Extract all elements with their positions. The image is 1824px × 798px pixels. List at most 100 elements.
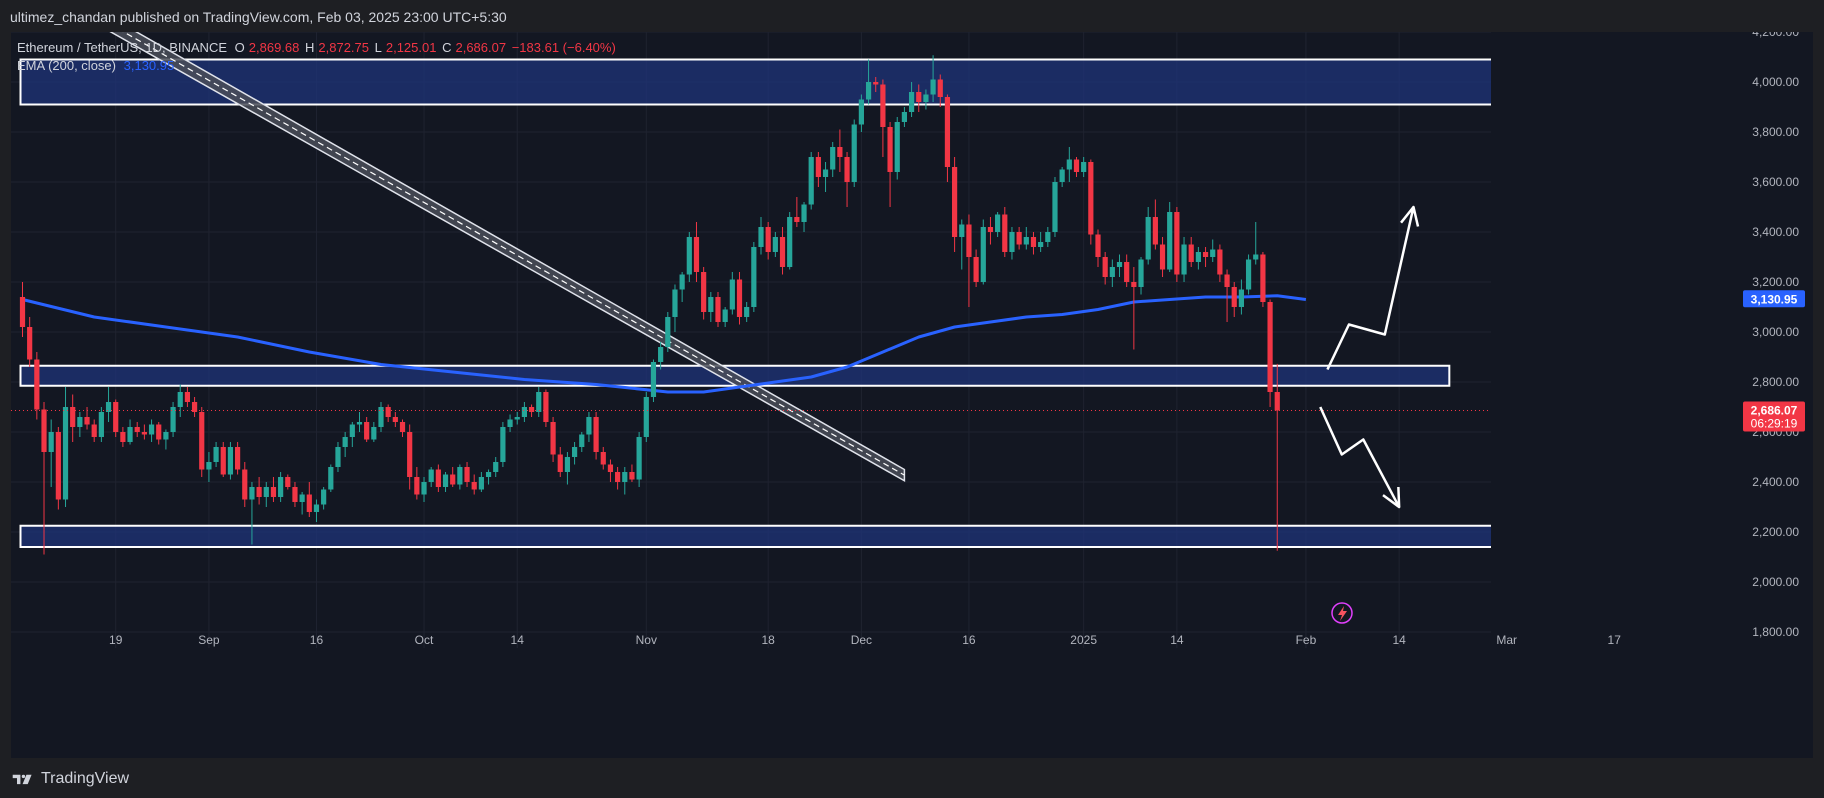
candle-body: [952, 167, 958, 237]
candle-body: [887, 127, 893, 172]
candle-body: [643, 397, 649, 437]
ema-label[interactable]: EMA (200, close): [17, 58, 116, 73]
candle-body: [227, 447, 234, 475]
candle-body: [980, 227, 986, 282]
time-tick-label: 18: [762, 633, 776, 647]
high-value: 2,872.75: [318, 40, 369, 55]
candle-body: [34, 359, 40, 410]
candle-body: [235, 447, 241, 470]
candle-body: [177, 392, 183, 407]
price-axis-bg: [1491, 32, 1813, 758]
candle-body: [1073, 159, 1080, 172]
event-marker[interactable]: [1331, 602, 1353, 624]
channel-midline: [122, 32, 905, 476]
candle-body: [356, 422, 363, 425]
candle-body: [120, 432, 126, 442]
candle-body: [1167, 212, 1173, 270]
symbol-name[interactable]: Ethereum / TetherUS, 1D, BINANCE: [17, 40, 228, 55]
candle-body: [908, 92, 915, 112]
candle-body: [299, 494, 305, 502]
close-value: 2,686.07: [455, 40, 507, 55]
price-chart[interactable]: 4,200.00 4,000.00 3,800.00 3,600.00 3,400.00…: [11, 32, 1813, 758]
candle-body: [421, 482, 427, 495]
candle-body: [808, 157, 814, 205]
time-tick-label: 16: [962, 633, 976, 647]
change-value: −183.61 (−6.40%): [511, 40, 616, 55]
candle-body: [557, 454, 563, 472]
candle-body: [830, 147, 836, 170]
ema-row: EMA (200, close) 3,130.95: [17, 57, 618, 75]
candle-body: [313, 504, 320, 512]
time-tick-label: 14: [511, 633, 525, 647]
tradingview-logo[interactable]: TradingView: [11, 770, 129, 788]
candle-body: [500, 427, 506, 462]
candle-body: [148, 424, 155, 435]
candle-body: [91, 424, 97, 437]
candle-body: [206, 462, 212, 470]
candlesticks: [19, 55, 1280, 555]
candle-body: [335, 447, 341, 467]
time-axis[interactable]: 19 Sep 16 Oct 14 Nov 18 Dec 16 2025 14 Feb 14 Mar 17: [109, 633, 1621, 647]
candle-body: [528, 407, 535, 412]
price-label-text-2: 2,686.07: [1751, 403, 1798, 417]
candle-body: [880, 84, 886, 127]
candle-body: [27, 327, 33, 360]
candle-body: [1253, 254, 1259, 260]
candle-body: [457, 467, 463, 485]
price-tick-label: 2,800.00: [1752, 375, 1799, 389]
candle-body: [715, 297, 721, 322]
candle-body: [744, 307, 750, 317]
price-axis[interactable]: 4,200.00 4,000.00 3,800.00 3,600.00 3,400.00…: [1491, 32, 1813, 758]
candle-body: [77, 417, 83, 427]
candle-body: [844, 157, 850, 182]
candle-body: [464, 467, 470, 482]
price-tick-label: 2,400.00: [1752, 475, 1799, 489]
candle-body: [959, 224, 965, 237]
time-tick-label: 14: [1392, 633, 1406, 647]
candle-body: [665, 317, 671, 347]
candle-body: [48, 432, 54, 452]
time-tick-label: Feb: [1296, 633, 1317, 647]
time-tick-label: Dec: [851, 633, 872, 647]
candle-body: [686, 237, 692, 275]
candle-body: [815, 157, 821, 177]
candle-body: [450, 474, 456, 485]
candle-body: [1124, 262, 1130, 282]
candle-body: [1202, 252, 1209, 257]
publish-bar: ultimez_chandan published on TradingView…: [0, 0, 1824, 32]
candle-body: [865, 82, 872, 100]
candle-body: [1238, 289, 1244, 307]
time-tick-label: Mar: [1496, 633, 1517, 647]
time-tick-label: Sep: [198, 633, 220, 647]
candle-body: [134, 427, 140, 432]
lightning-event-icon[interactable]: [1331, 602, 1353, 624]
candle-body: [1145, 217, 1151, 260]
candle-body: [1009, 232, 1015, 252]
candle-body: [607, 464, 614, 472]
candle-body: [543, 392, 549, 422]
price-tick-label: 3,200.00: [1752, 275, 1799, 289]
candle-body: [1088, 162, 1094, 235]
candle-body: [873, 82, 879, 85]
candle-body: [779, 237, 786, 267]
candle-body: [1217, 249, 1223, 275]
candle-body: [944, 97, 951, 167]
candle-body: [772, 237, 778, 252]
candle-body: [349, 424, 355, 437]
candle-body: [708, 297, 714, 312]
close-label: C: [442, 40, 452, 55]
chart-area[interactable]: 4,200.00 4,000.00 3,800.00 3,600.00 3,400.00…: [11, 32, 1813, 758]
candle-body: [156, 424, 162, 440]
candle-body: [41, 409, 47, 452]
candle-body: [1152, 217, 1158, 245]
candle-body: [1260, 254, 1266, 302]
candle-body: [858, 99, 864, 125]
high-label: H: [305, 40, 315, 55]
candle-body: [321, 489, 327, 505]
candle-body: [19, 297, 26, 327]
price-tick-label: 4,200.00: [1752, 32, 1799, 39]
candle-body: [586, 417, 592, 435]
open-label: O: [234, 40, 245, 55]
candle-body: [364, 422, 370, 440]
candle-body: [1023, 237, 1029, 245]
